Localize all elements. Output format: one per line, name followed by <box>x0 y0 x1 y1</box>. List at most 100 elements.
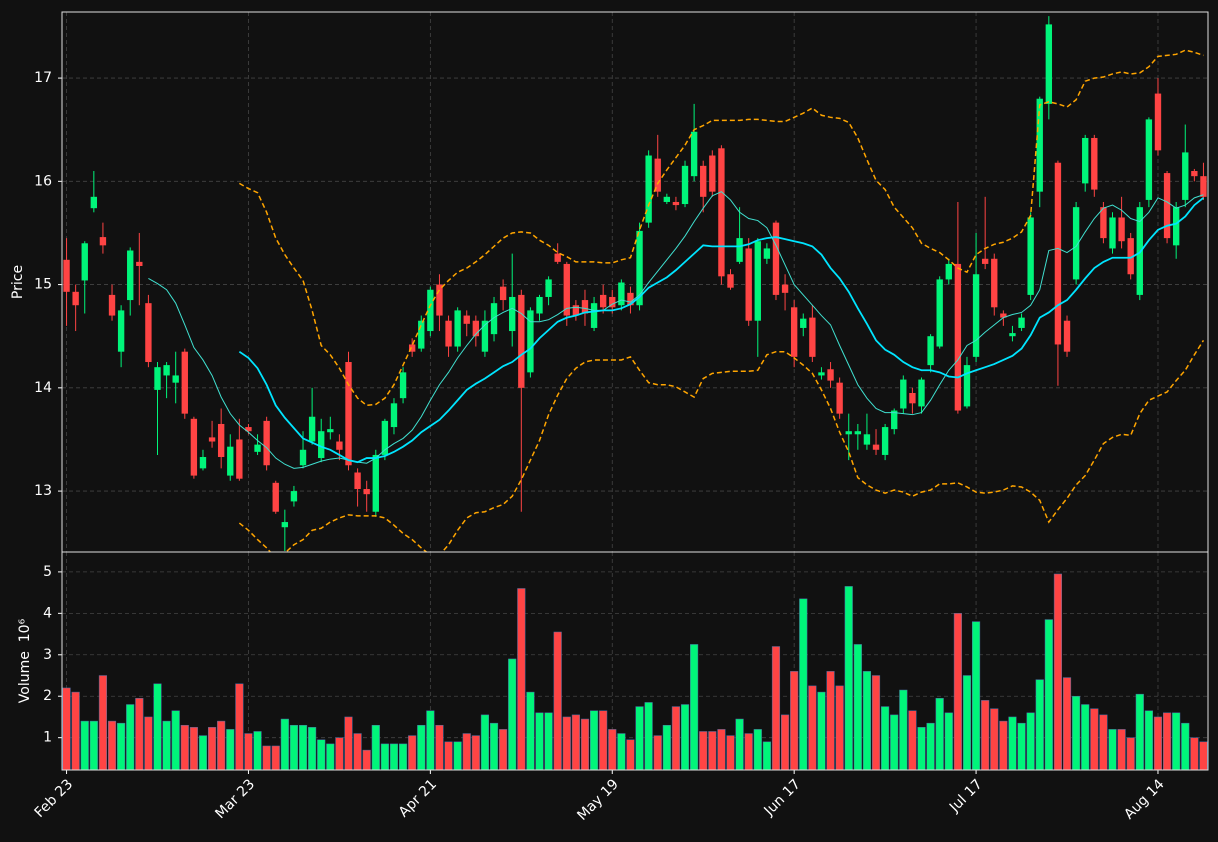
candle-body <box>599 294 607 308</box>
candle-body <box>818 372 825 376</box>
price-panel <box>63 16 1207 552</box>
volume-bar <box>853 644 862 770</box>
candle-body <box>1045 24 1053 104</box>
volume-bar <box>71 691 80 770</box>
volume-bar <box>762 741 771 770</box>
overlay-line <box>148 191 1204 469</box>
volume-bar <box>744 733 753 770</box>
candle-body <box>90 196 98 209</box>
volume-bar <box>899 689 908 770</box>
volume-bar <box>662 724 671 770</box>
candle-body <box>490 303 498 335</box>
candle-body <box>527 310 534 373</box>
candle-body <box>1072 207 1080 280</box>
candle-body <box>572 305 580 316</box>
candle-body <box>1091 137 1098 190</box>
volume-bar <box>1008 716 1017 770</box>
candle-body <box>1163 173 1171 239</box>
candle-body <box>1000 313 1007 318</box>
volume-bar <box>326 743 335 770</box>
candle-body <box>445 320 452 347</box>
volume-bar <box>517 588 526 770</box>
volume-bar <box>1135 693 1144 770</box>
volume-bar <box>826 671 835 770</box>
candle-body <box>318 431 325 459</box>
volume-bar <box>1017 722 1026 770</box>
candle-body <box>909 392 916 404</box>
candle-body <box>1118 217 1125 242</box>
volume-axis-label: Volume 10⁶ <box>17 618 33 703</box>
candle-body <box>836 382 843 414</box>
volume-bar <box>235 683 244 770</box>
candle-body <box>172 375 179 383</box>
volume-bar <box>126 704 135 770</box>
candle-body <box>472 320 480 337</box>
candle-body <box>199 457 207 469</box>
candle-body <box>108 294 116 316</box>
candle-body <box>845 431 852 435</box>
volume-bar <box>262 745 271 770</box>
volume-bar <box>1026 712 1035 770</box>
volume-bar <box>1117 729 1126 770</box>
candle-body <box>1154 93 1162 151</box>
candle-body <box>736 238 743 262</box>
candle-body <box>1036 98 1043 192</box>
candle-body <box>927 336 934 366</box>
candle-body <box>800 318 807 328</box>
candle-body <box>136 261 143 266</box>
volume-bar <box>862 671 871 770</box>
volume-bar <box>153 683 162 770</box>
volume-bar <box>753 729 762 770</box>
volume-bar <box>953 613 962 770</box>
volume-bar <box>1090 708 1099 770</box>
volume-bar <box>590 710 599 770</box>
volume-bar <box>208 727 217 770</box>
candle-body <box>718 148 725 277</box>
candle-body <box>981 258 989 264</box>
volume-bar <box>562 716 571 770</box>
volume-bar <box>1035 679 1044 770</box>
volume-bar <box>389 743 399 770</box>
candle-body <box>727 274 734 288</box>
candle-body <box>1082 137 1089 184</box>
candle-body <box>99 237 107 246</box>
candle-body <box>854 431 862 435</box>
volume-bar <box>1181 722 1190 770</box>
candle-body <box>991 258 998 308</box>
candle-body <box>290 491 298 502</box>
candle-body <box>563 263 570 316</box>
volume-bar <box>972 621 981 770</box>
candle-body <box>190 418 198 476</box>
volume-bar <box>771 646 781 770</box>
volume-bar <box>171 710 180 770</box>
candle-body <box>681 165 689 205</box>
volume-frame <box>61 551 1209 771</box>
candle-body <box>299 449 307 466</box>
candle-body <box>1172 207 1180 246</box>
volume-bar <box>499 729 508 770</box>
y-tick-label: 15 <box>34 277 52 293</box>
volume-bar <box>89 720 98 770</box>
candle-body <box>963 365 971 407</box>
candle-body <box>972 274 980 357</box>
volume-bar <box>1099 714 1108 770</box>
volume-bar <box>317 739 326 770</box>
y-tick-label: 17 <box>34 70 52 86</box>
volume-bar <box>608 729 617 770</box>
candle-body <box>1182 152 1189 200</box>
candle-body <box>354 472 361 490</box>
volume-bar <box>990 708 999 770</box>
volume-bar <box>1108 729 1117 770</box>
candle-body <box>1136 207 1143 295</box>
candle-body <box>690 131 698 177</box>
candle-body <box>263 420 270 466</box>
candle-body <box>1109 217 1116 249</box>
candle-body <box>345 362 352 466</box>
volume-bar <box>271 745 280 770</box>
volume-bar <box>1062 677 1072 770</box>
volume-bar <box>699 731 708 770</box>
volume-bar <box>180 724 189 770</box>
y-tick-label: 2 <box>43 688 52 704</box>
volume-bar <box>189 727 198 770</box>
